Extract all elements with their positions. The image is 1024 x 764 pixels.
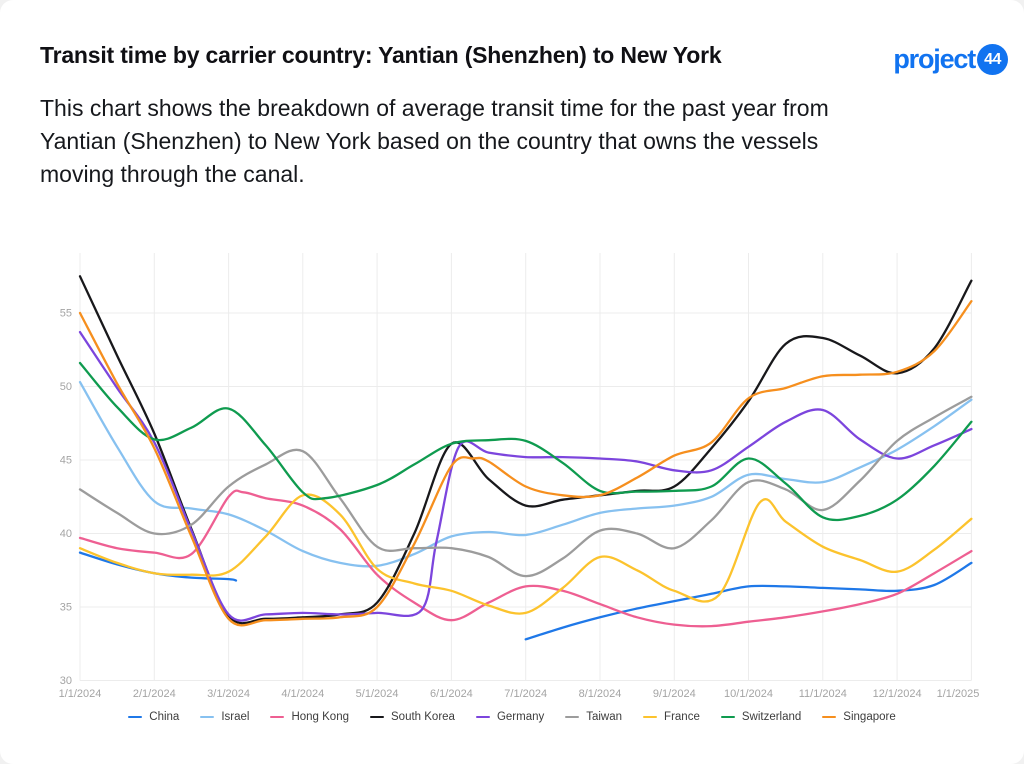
series-line-china[interactable] [78, 551, 238, 582]
project44-logo: project 44 [893, 42, 1008, 75]
legend-label: China [149, 711, 180, 723]
legend-swatch [643, 715, 658, 719]
series-line-switzerland[interactable] [78, 361, 973, 522]
chart-legend: China Israel Hong Kong South Korea Germany Ta… [0, 711, 1024, 723]
legend-swatch [565, 715, 580, 719]
legend-label: Switzerland [741, 711, 802, 723]
legend-label: Hong Kong [291, 711, 349, 723]
x-axis-tick-label: 11/1/2024 [799, 688, 847, 700]
series-line-germany[interactable] [78, 330, 973, 622]
series-line-israel[interactable] [78, 380, 973, 568]
page-header: Transit time by carrier country: Yantian… [40, 42, 1008, 75]
legend-label: Taiwan [586, 711, 623, 723]
legend-item-germany[interactable]: Germany [475, 711, 545, 723]
legend-label: Singapore [843, 711, 896, 723]
legend-item-israel[interactable]: Israel [200, 711, 249, 723]
x-axis-tick-label: 3/1/2024 [207, 688, 250, 700]
y-axis-tick-label: 55 [60, 308, 72, 320]
x-axis-tick-label: 12/1/2024 [873, 688, 922, 700]
legend-item-taiwan[interactable]: Taiwan [565, 711, 622, 723]
y-axis-tick-label: 40 [60, 528, 72, 540]
legend-label: South Korea [391, 711, 455, 723]
logo-wordmark: project [893, 44, 976, 74]
x-axis-tick-label: 5/1/2024 [356, 688, 399, 700]
x-axis-tick-label: 1/1/2024 [59, 688, 102, 700]
x-axis-tick-label: 6/1/2024 [430, 688, 473, 700]
series-line-taiwan[interactable] [78, 395, 973, 578]
x-axis-tick-label: 7/1/2024 [504, 688, 547, 700]
legend-swatch [200, 715, 215, 719]
legend-swatch [822, 715, 837, 719]
legend-label: Germany [496, 711, 545, 723]
legend-label: Israel [221, 711, 250, 723]
series-line-china[interactable] [524, 561, 973, 641]
x-axis-tick-label: 10/1/2024 [724, 688, 773, 700]
legend-swatch [475, 715, 490, 719]
legend-item-china[interactable]: China [128, 711, 179, 723]
legend-label: France [664, 711, 700, 723]
legend-swatch [270, 715, 285, 719]
x-axis-tick-label: 9/1/2024 [653, 688, 696, 700]
x-axis-tick-label: 2/1/2024 [133, 688, 176, 700]
series-line-singapore[interactable] [78, 300, 973, 627]
legend-item-france[interactable]: France [643, 711, 700, 723]
legend-item-hong-kong[interactable]: Hong Kong [270, 711, 349, 723]
legend-swatch [370, 715, 384, 719]
chart-description: This chart shows the breakdown of averag… [40, 95, 829, 187]
logo-badge-circle: 44 [977, 44, 1008, 75]
series-line-hong-kong[interactable] [78, 489, 973, 628]
x-axis-tick-label: 4/1/2024 [281, 688, 324, 700]
y-axis-tick-label: 45 [60, 455, 72, 467]
series-line-france[interactable] [78, 493, 973, 615]
x-axis-tick-label: 1/1/2025 [937, 688, 980, 700]
x-axis-tick-label: 8/1/2024 [579, 688, 622, 700]
legend-item-singapore[interactable]: Singapore [822, 711, 896, 723]
legend-item-switzerland[interactable]: Switzerland [720, 711, 802, 723]
legend-swatch [720, 715, 735, 719]
legend-swatch [128, 715, 143, 719]
y-axis-tick-label: 30 [60, 675, 72, 687]
y-axis-tick-label: 35 [60, 602, 72, 614]
page-title: Transit time by carrier country: Yantian… [40, 42, 722, 68]
legend-item-south-korea[interactable]: South Korea [370, 711, 455, 723]
y-axis-tick-label: 50 [60, 381, 72, 393]
